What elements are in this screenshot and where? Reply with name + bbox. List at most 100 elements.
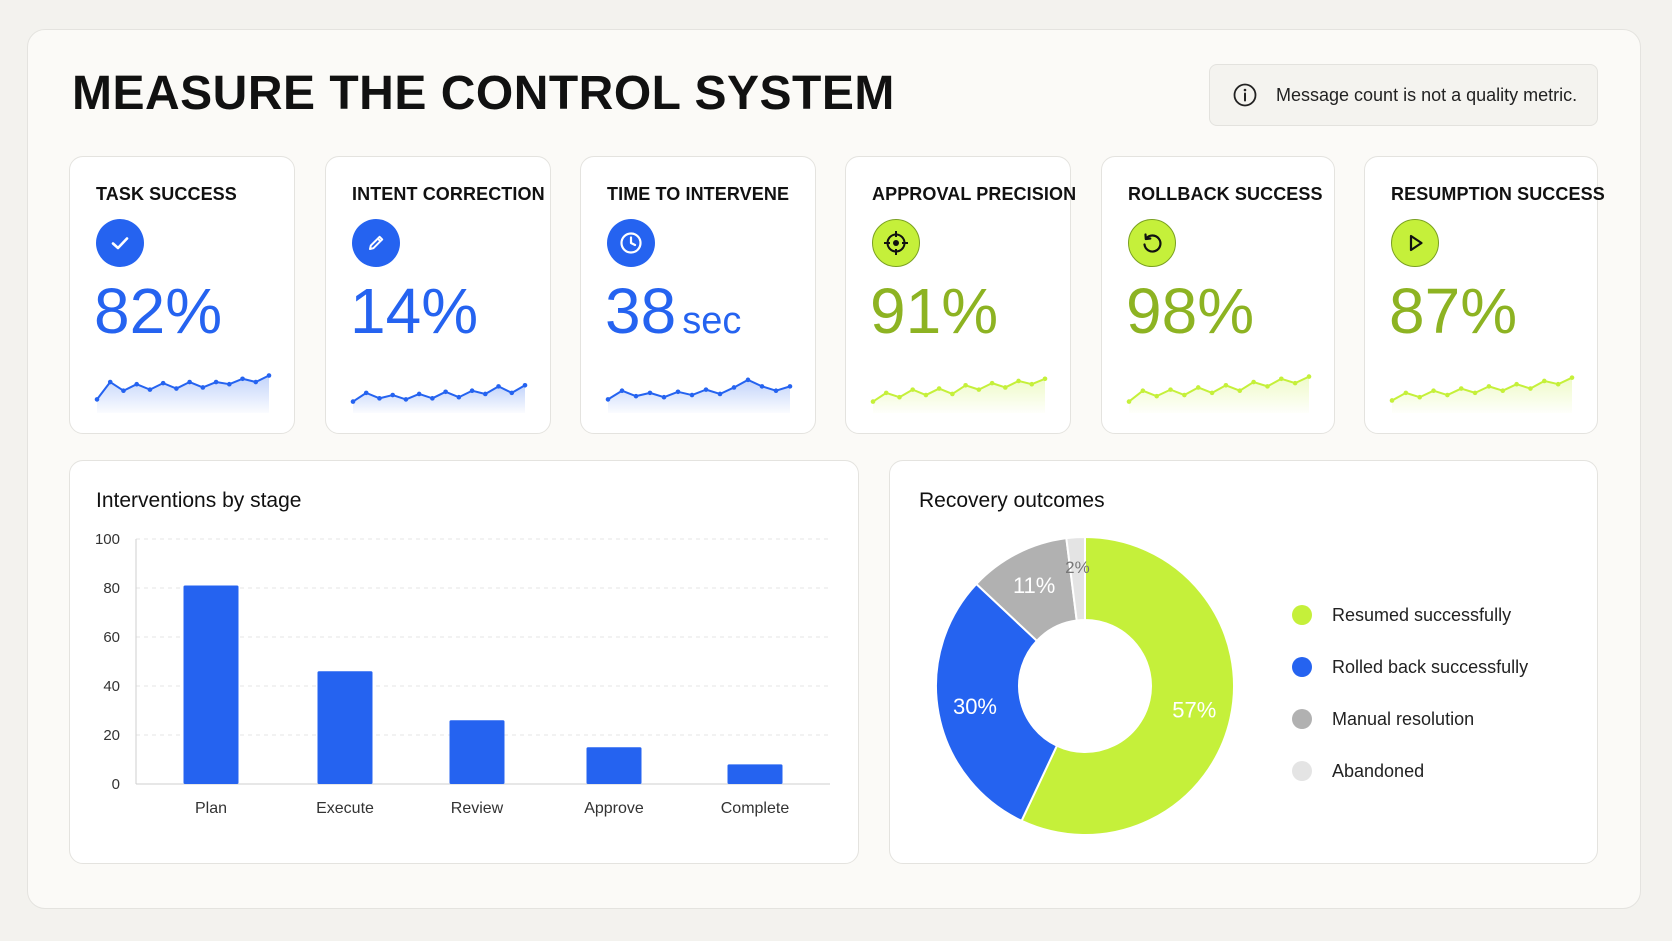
sparkline-line	[1128, 375, 1310, 403]
legend-item: Resumed successfully	[1292, 589, 1528, 641]
sparkline-point	[1126, 399, 1132, 404]
sparkline-point	[1209, 390, 1215, 396]
info-note-text: Message count is not a quality metric.	[1276, 84, 1578, 105]
info-icon	[1233, 83, 1257, 107]
legend-swatch	[1292, 657, 1312, 677]
pencil-icon	[352, 219, 400, 267]
donut-slice	[935, 582, 1059, 823]
sparkline-point	[1486, 384, 1492, 389]
slice-label: 11%	[1013, 573, 1055, 598]
kpi-value: 82%	[94, 275, 223, 347]
sparkline-point	[496, 384, 501, 389]
sparkline-point	[1472, 390, 1478, 396]
interventions-bar-chart: 0 20 40 60 80 100 Plan Execute Review Approve Comp…	[95, 531, 830, 817]
kpi-value: 98%	[1126, 275, 1255, 347]
sparkline-point	[1458, 386, 1464, 391]
legend-label: Resumed successfully	[1332, 604, 1512, 625]
sparkline-point	[1431, 388, 1436, 394]
sparkline-point	[647, 390, 653, 396]
sparkline-area	[608, 379, 790, 413]
slice-label: 2%	[1065, 558, 1090, 577]
kpi-value: 87%	[1389, 275, 1518, 347]
sparkline-point	[443, 389, 448, 395]
sparkline-point	[1182, 392, 1187, 398]
legend-item: Abandoned	[1292, 745, 1528, 797]
kpi-card-task-success: TASK SUCCESS 82%	[69, 156, 295, 434]
sparkline-point	[390, 392, 395, 398]
y-tick-label: 20	[103, 727, 120, 744]
legend-label: Abandoned	[1332, 760, 1425, 781]
info-note: Message count is not a quality metric.	[1209, 64, 1598, 126]
sparkline-point	[227, 381, 232, 387]
sparkline-point	[522, 382, 528, 388]
sparkline-point	[1500, 388, 1506, 394]
y-tick-label: 0	[112, 776, 120, 793]
sparkline-line	[96, 374, 270, 401]
recovery-donut-chart: 57% 30% 11% 2%	[935, 535, 1235, 836]
sparkline-point	[1279, 376, 1284, 382]
sparkline-point	[377, 396, 382, 401]
sparkline-area	[353, 385, 525, 413]
sparkline-point	[160, 380, 166, 386]
slice-label: 30%	[953, 694, 997, 719]
sparkline-point	[1292, 380, 1298, 386]
sparkline-line	[607, 378, 791, 401]
sparkline-point	[1029, 381, 1035, 387]
sparkline-point	[1306, 374, 1312, 379]
sparkline-point	[107, 379, 113, 385]
target-icon	[872, 219, 920, 267]
sparkline-point	[1389, 398, 1395, 403]
sparkline-point	[633, 393, 639, 399]
page-title: MEASURE THE CONTROL SYSTEM	[72, 67, 895, 120]
sparkline-point	[1003, 385, 1008, 390]
slice-label: 57%	[1172, 697, 1216, 722]
sparkline-point	[731, 385, 737, 390]
y-tick-label: 100	[95, 531, 120, 548]
legend-swatch	[1292, 605, 1312, 625]
sparkline-point	[619, 388, 625, 394]
kpi-sparkline	[1126, 374, 1312, 413]
sparkline-point	[253, 379, 259, 385]
legend-swatch	[1292, 709, 1312, 729]
sparkline-point	[134, 381, 139, 387]
sparkline-point	[923, 392, 929, 398]
sparkline-point	[363, 390, 369, 396]
sparkline-point	[213, 379, 219, 385]
sparkline-point	[147, 387, 153, 392]
sparkline-point	[1445, 392, 1450, 398]
kpi-card-rollback-success: ROLLBACK SUCCESS 98%	[1101, 156, 1335, 434]
sparkline-point	[187, 379, 192, 385]
kpi-sparkline	[94, 373, 272, 413]
sparkline-point	[950, 391, 955, 397]
sparkline-point	[174, 386, 179, 391]
legend-item: Rolled back successfully	[1292, 641, 1528, 693]
sparkline-point	[605, 397, 611, 402]
bar-chart-title: Interventions by stage	[96, 489, 302, 512]
legend-swatch	[1292, 761, 1312, 781]
sparkline-point	[1154, 393, 1159, 399]
sparkline-point	[1265, 384, 1270, 389]
sparkline-point	[897, 394, 902, 400]
sparkline-point	[1514, 381, 1519, 387]
sparkline-point	[1237, 388, 1243, 394]
bar	[727, 764, 783, 784]
check-icon	[96, 219, 144, 267]
kpi-label: INTENT CORRECTION	[352, 184, 545, 204]
play-icon	[1391, 219, 1439, 267]
y-tick-label: 80	[103, 580, 120, 597]
sparkline-point	[963, 382, 968, 388]
sparkline-point	[883, 390, 889, 396]
sparkline-point	[910, 387, 915, 392]
x-tick-label: Plan	[195, 800, 227, 817]
sparkline-point	[403, 397, 409, 402]
sparkline-point	[745, 377, 751, 383]
sparkline-point	[430, 396, 435, 401]
y-tick-label: 40	[103, 678, 120, 695]
sparkline-point	[1417, 394, 1422, 400]
sparkline-point	[1168, 387, 1173, 392]
sparkline-point	[1528, 386, 1533, 391]
sparkline-point	[661, 394, 667, 400]
recovery-panel: Recovery outcomes 57% 30% 11% 2% Resumed su…	[889, 460, 1598, 864]
sparkline-point	[787, 384, 793, 389]
kpi-value: 91%	[870, 275, 999, 347]
